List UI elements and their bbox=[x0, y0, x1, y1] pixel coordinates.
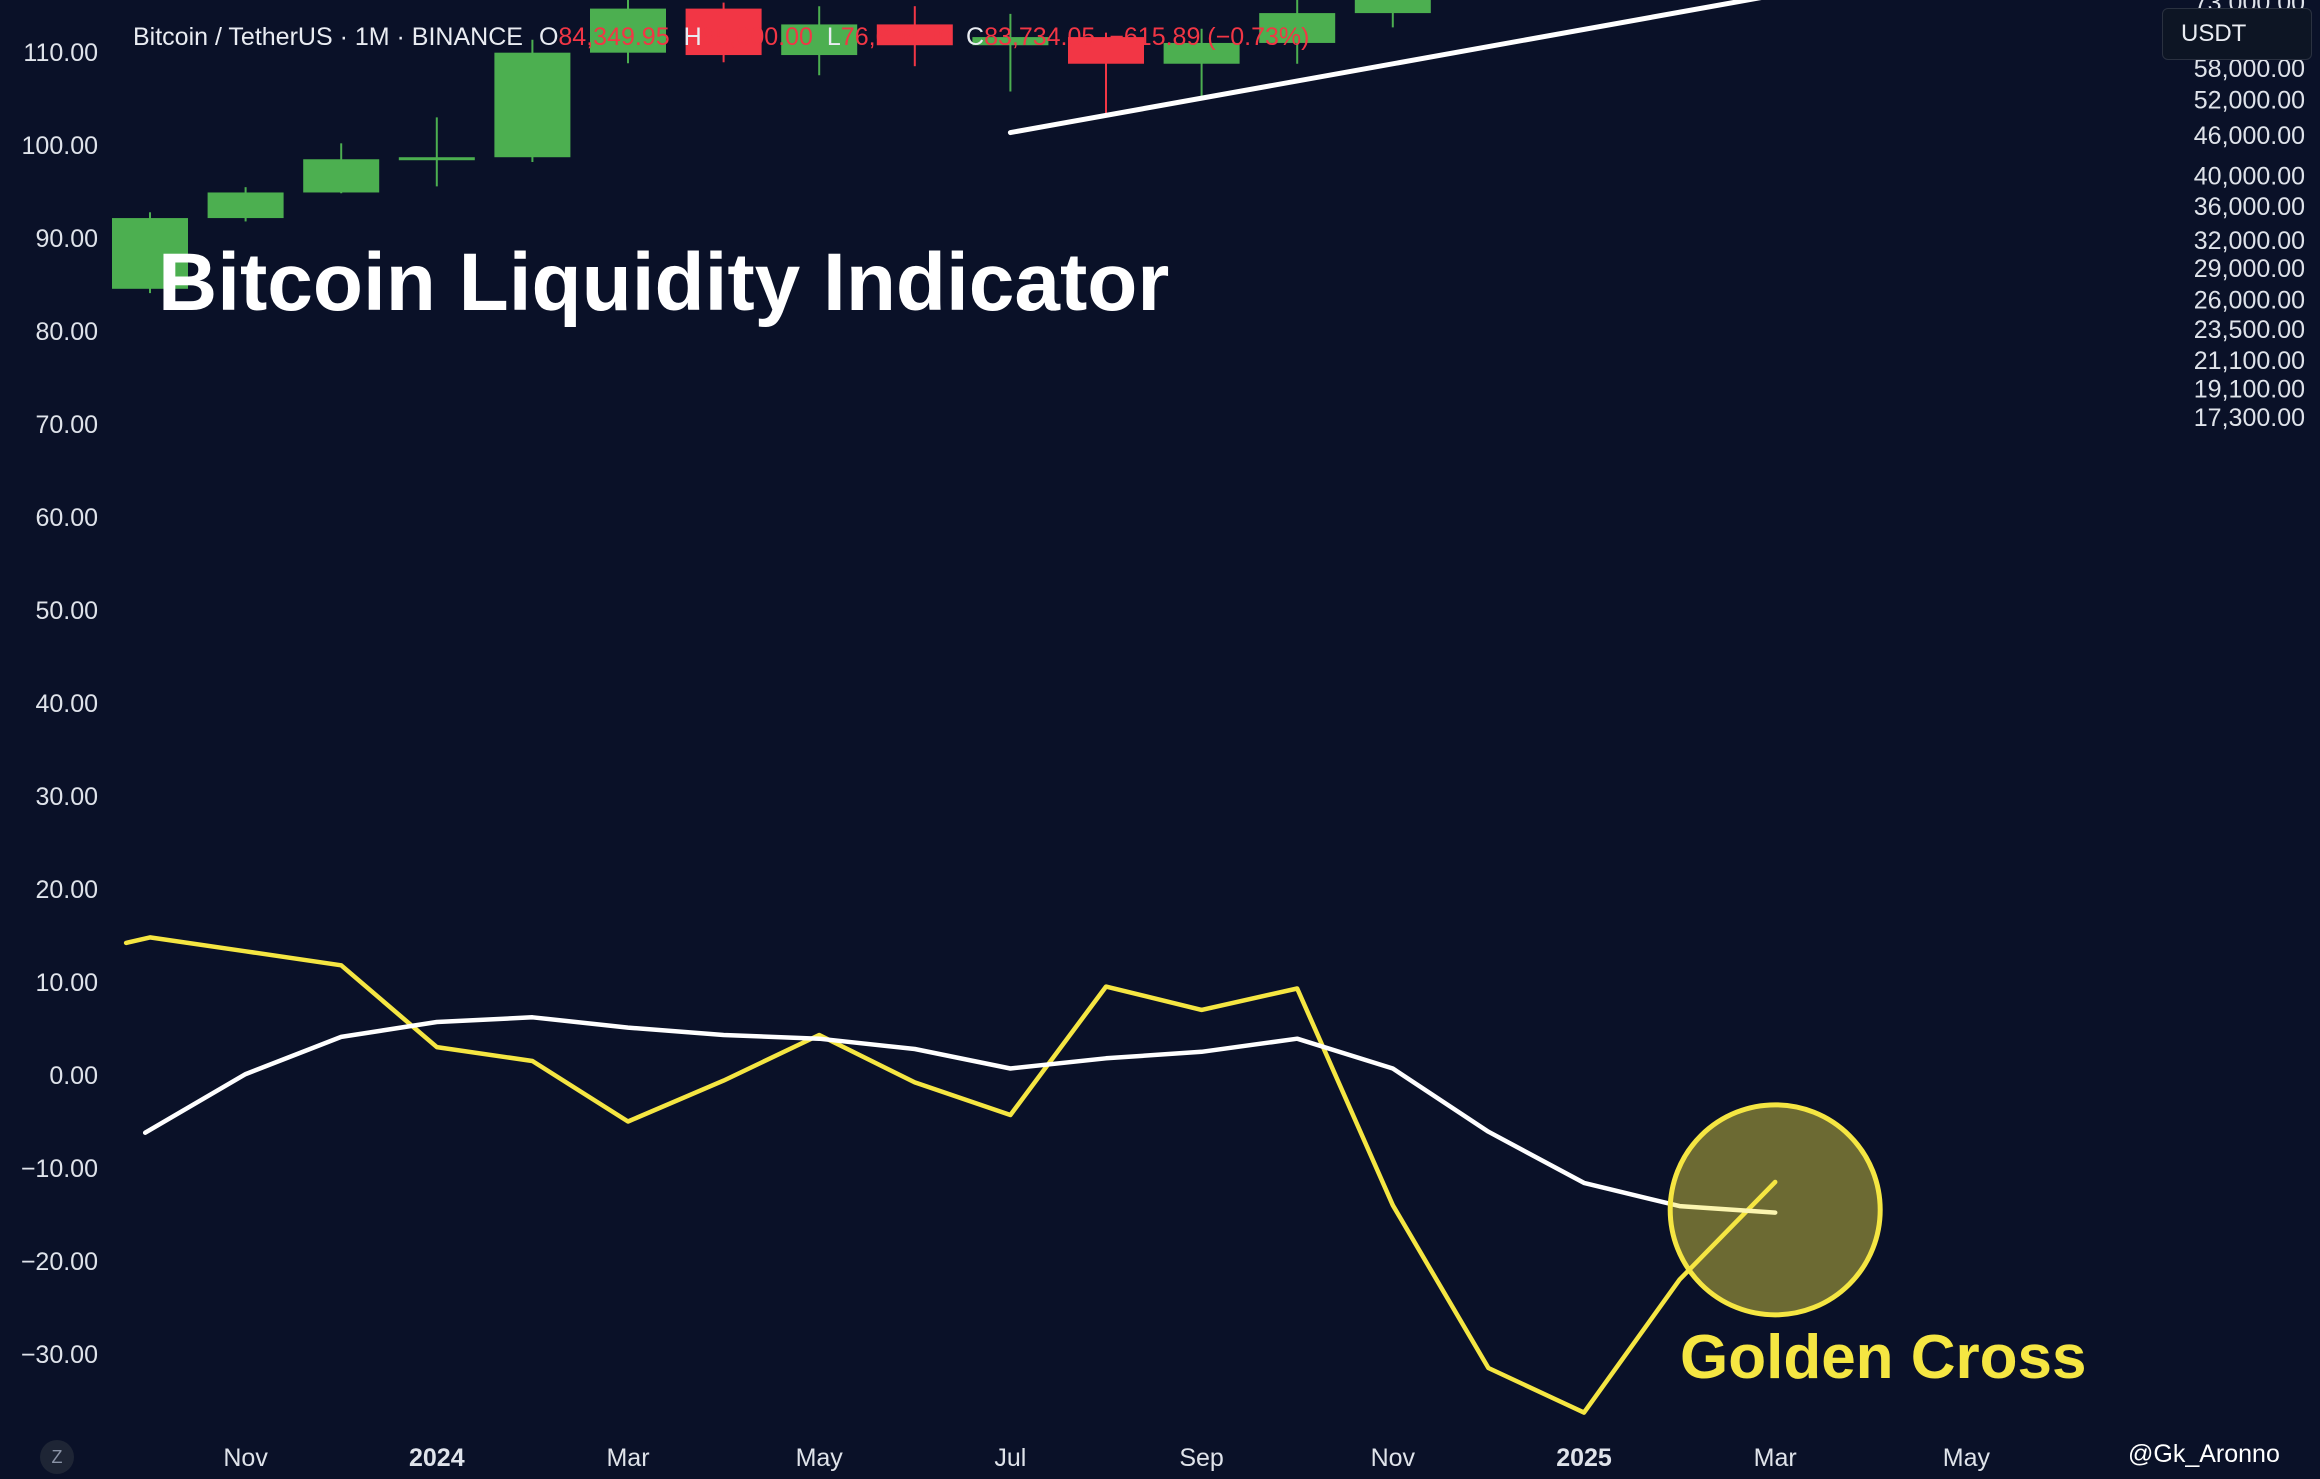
right-tick-label: 46,000.00 bbox=[2194, 122, 2305, 150]
left-tick-label: −30.00 bbox=[21, 1341, 98, 1369]
golden-cross-circle bbox=[1667, 1102, 1883, 1318]
candle-body bbox=[207, 192, 284, 219]
close-label: C bbox=[966, 22, 985, 51]
left-axis: 110.00 100.00 90.00 80.00 70.00 60.00 50.00 40.… bbox=[21, 39, 98, 1369]
left-tick-label: 60.00 bbox=[35, 504, 98, 532]
author-watermark: @Gk_Aronno bbox=[2128, 1440, 2280, 1468]
candles bbox=[112, 0, 1431, 294]
candle-body bbox=[590, 8, 666, 53]
left-tick-label: 100.00 bbox=[22, 132, 98, 160]
left-tick-label: 110.00 bbox=[23, 39, 98, 67]
left-tick-label: −20.00 bbox=[21, 1248, 98, 1276]
right-tick-label: 32,000.00 bbox=[2194, 227, 2305, 255]
candle-body bbox=[876, 24, 953, 46]
right-tick-label: 29,000.00 bbox=[2194, 255, 2305, 283]
time-axis: Nov 2024 Mar May Jul Sep Nov 2025 Mar May bbox=[223, 1444, 1990, 1472]
right-axis: 140,000.00120,000.00105,000.0093,000.008… bbox=[2194, 0, 2305, 432]
time-tick-label: Mar bbox=[606, 1444, 649, 1472]
candle-body bbox=[494, 52, 571, 158]
candle-body bbox=[398, 157, 475, 161]
time-tick-label: May bbox=[1943, 1444, 1991, 1472]
candle-body bbox=[1163, 42, 1240, 64]
ohlc-legend[interactable]: Bitcoin / TetherUS · 1M · BINANCE O 84,3… bbox=[133, 20, 1309, 54]
change-value: −615.89 (−0.73%) bbox=[1109, 22, 1310, 51]
currency-selector[interactable]: USDT bbox=[2162, 8, 2312, 60]
right-tick-label: 36,000.00 bbox=[2194, 193, 2305, 221]
indicator-line-white bbox=[142, 1015, 1778, 1215]
candle-body bbox=[112, 218, 188, 289]
high-value: 95,000.00 bbox=[701, 22, 813, 51]
left-tick-label: −10.00 bbox=[21, 1155, 98, 1183]
right-tick-label: 23,500.00 bbox=[2194, 316, 2305, 344]
indicator-line-yellow bbox=[123, 935, 1778, 1415]
candle-body bbox=[1259, 13, 1336, 43]
right-tick-label: 40,000.00 bbox=[2194, 162, 2305, 190]
left-tick-label: 90.00 bbox=[35, 225, 98, 253]
left-tick-label: 70.00 bbox=[35, 411, 98, 439]
support-trendline bbox=[1007, 0, 1762, 136]
high-label: H bbox=[683, 22, 702, 51]
time-tick-label: Jul bbox=[994, 1444, 1026, 1472]
right-tick-label: 19,100.00 bbox=[2194, 376, 2305, 404]
open-label: O bbox=[538, 22, 559, 51]
symbol-label[interactable]: Bitcoin / TetherUS · 1M · BINANCE bbox=[133, 22, 523, 51]
candle-body bbox=[1354, 0, 1431, 14]
indicator-lines bbox=[123, 0, 1883, 1415]
low-label: L bbox=[826, 22, 841, 51]
chart-logo[interactable]: Z bbox=[40, 1440, 74, 1474]
left-tick-label: 80.00 bbox=[35, 318, 98, 346]
candle-body bbox=[1068, 37, 1144, 64]
low-value: 76,606.00 bbox=[840, 22, 953, 51]
left-tick-label: 50.00 bbox=[35, 597, 98, 625]
chart-title: Bitcoin Liquidity Indicator bbox=[158, 237, 1170, 328]
time-tick-label: Nov bbox=[1371, 1444, 1416, 1472]
left-tick-label: 40.00 bbox=[35, 690, 98, 718]
time-tick-label: 2025 bbox=[1556, 1444, 1612, 1472]
right-tick-label: 52,000.00 bbox=[2194, 87, 2305, 115]
right-tick-label: 17,300.00 bbox=[2194, 404, 2305, 432]
time-tick-label: 2024 bbox=[409, 1444, 465, 1472]
golden-cross-annotation: Golden Cross bbox=[1680, 1323, 2087, 1392]
left-tick-label: 10.00 bbox=[35, 969, 98, 997]
candle-body bbox=[685, 8, 762, 56]
open-value: 84,349.95 bbox=[558, 22, 670, 51]
close-value: 83,734.05 bbox=[984, 22, 1096, 51]
right-tick-label: 26,000.00 bbox=[2194, 287, 2305, 315]
time-tick-label: May bbox=[796, 1444, 844, 1472]
candle-body bbox=[781, 24, 858, 56]
left-tick-label: 30.00 bbox=[35, 783, 98, 811]
candle-body bbox=[972, 37, 1049, 46]
time-tick-label: Mar bbox=[1754, 1444, 1797, 1472]
time-tick-label: Sep bbox=[1179, 1444, 1223, 1472]
time-tick-label: Nov bbox=[223, 1444, 268, 1472]
left-tick-label: 0.00 bbox=[49, 1062, 98, 1090]
left-tick-label: 20.00 bbox=[35, 876, 98, 904]
candle-body bbox=[303, 159, 380, 193]
right-tick-label: 21,100.00 bbox=[2194, 347, 2305, 375]
